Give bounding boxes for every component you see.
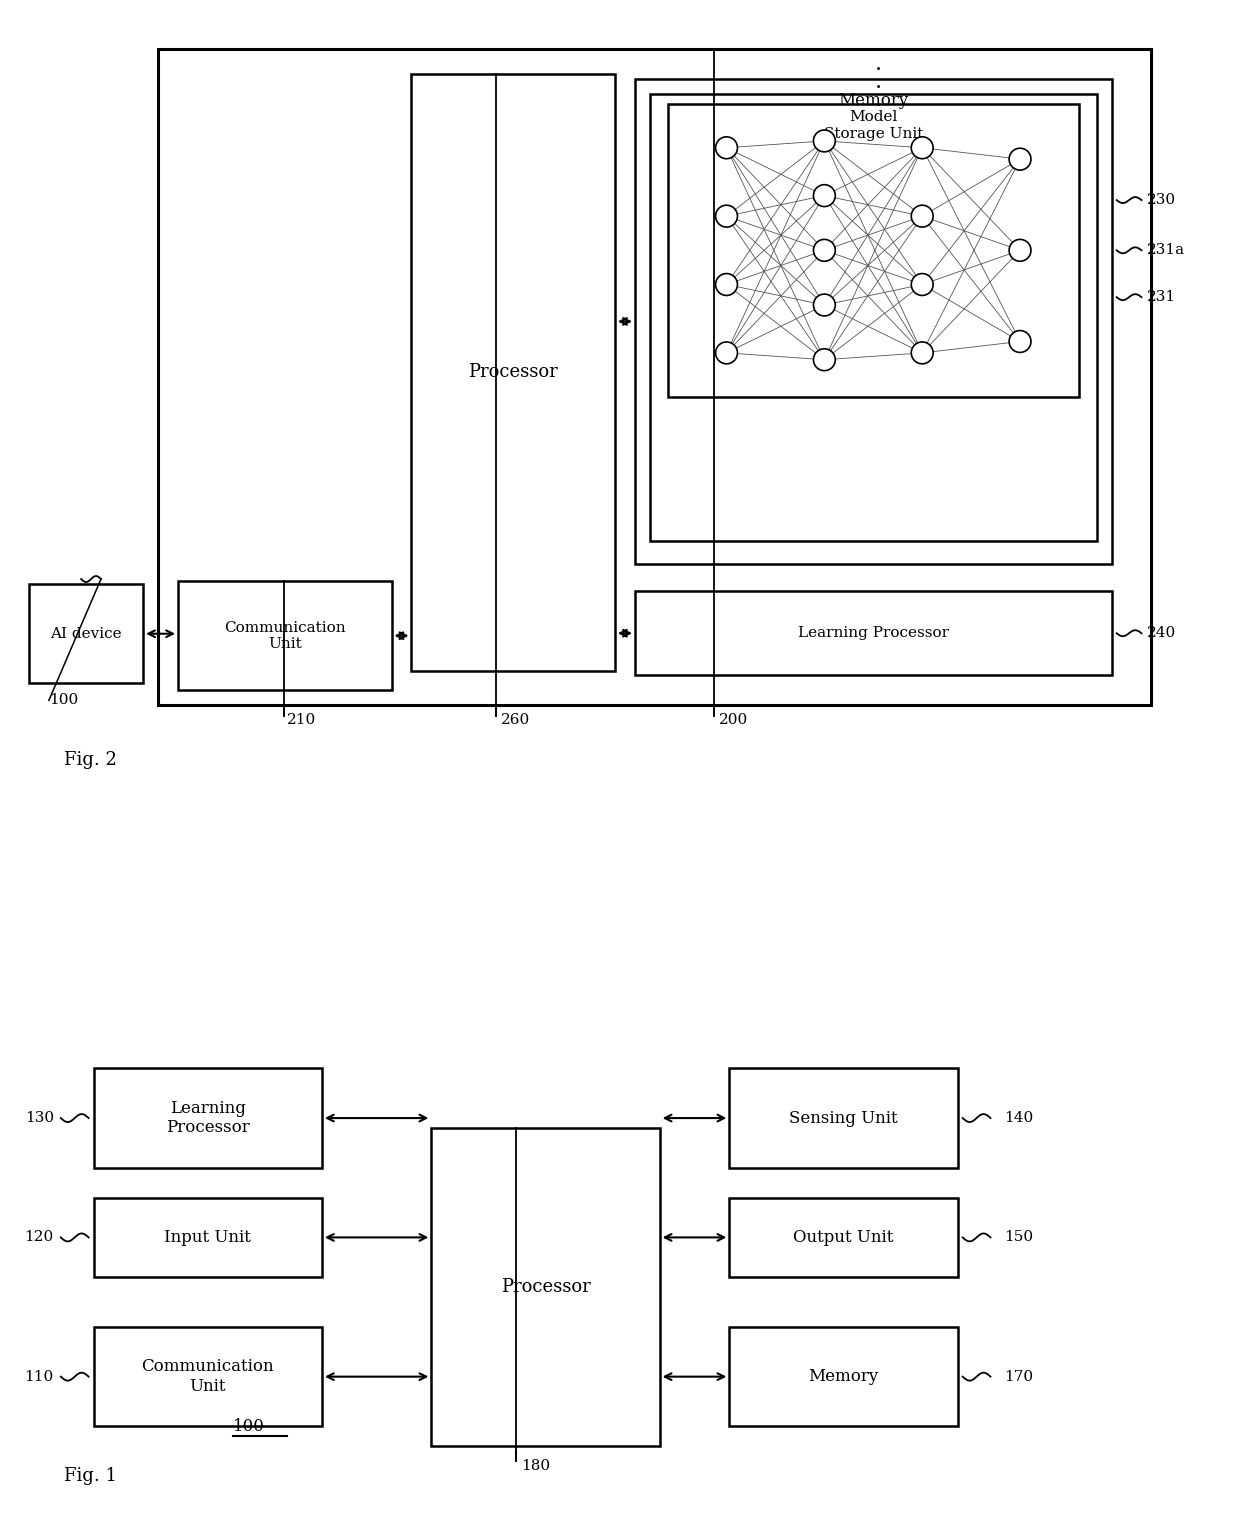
- Text: .: .: [874, 54, 882, 75]
- Bar: [729, 1068, 957, 1167]
- Text: Communication
Unit: Communication Unit: [224, 621, 346, 650]
- Circle shape: [715, 205, 738, 226]
- Text: 120: 120: [25, 1230, 53, 1244]
- Text: Sensing Unit: Sensing Unit: [789, 1109, 898, 1126]
- Bar: [729, 1327, 957, 1426]
- Text: Memory: Memory: [808, 1368, 879, 1385]
- Bar: [667, 104, 1079, 396]
- Text: Fig. 1: Fig. 1: [63, 1467, 117, 1486]
- Text: .: .: [874, 70, 882, 93]
- Text: Learning
Processor: Learning Processor: [166, 1100, 249, 1137]
- Text: 210: 210: [288, 713, 316, 727]
- Circle shape: [1009, 239, 1030, 262]
- Circle shape: [813, 239, 836, 262]
- Circle shape: [813, 130, 836, 151]
- Bar: [159, 49, 1152, 705]
- Circle shape: [911, 136, 934, 159]
- Text: Input Unit: Input Unit: [165, 1229, 252, 1245]
- Bar: [729, 1198, 957, 1278]
- Circle shape: [911, 341, 934, 364]
- Text: Learning Processor: Learning Processor: [797, 626, 949, 640]
- Text: 100: 100: [233, 1418, 264, 1435]
- Bar: [635, 78, 1112, 565]
- Bar: [93, 1198, 322, 1278]
- Text: 230: 230: [1147, 193, 1176, 207]
- Circle shape: [911, 205, 934, 226]
- Bar: [93, 1327, 322, 1426]
- Text: 130: 130: [25, 1111, 53, 1125]
- Text: 150: 150: [1004, 1230, 1033, 1244]
- Text: 200: 200: [719, 713, 749, 727]
- Text: 260: 260: [501, 713, 529, 727]
- Circle shape: [813, 349, 836, 370]
- Circle shape: [1009, 148, 1030, 170]
- Bar: [93, 1068, 322, 1167]
- Circle shape: [715, 136, 738, 159]
- Text: 180: 180: [521, 1460, 549, 1473]
- Text: 170: 170: [1004, 1369, 1033, 1383]
- Text: Model
Storage Unit: Model Storage Unit: [823, 110, 923, 141]
- Bar: [179, 581, 392, 690]
- Bar: [412, 73, 615, 670]
- Bar: [432, 1128, 660, 1446]
- Text: Fig. 2: Fig. 2: [63, 751, 117, 770]
- Text: 231: 231: [1147, 291, 1176, 304]
- Circle shape: [813, 294, 836, 317]
- Text: Processor: Processor: [469, 363, 558, 381]
- Circle shape: [911, 274, 934, 295]
- Text: 240: 240: [1147, 626, 1176, 640]
- Text: .: .: [874, 89, 882, 110]
- Text: Memory: Memory: [838, 92, 909, 109]
- Text: Communication
Unit: Communication Unit: [141, 1359, 274, 1395]
- Bar: [29, 584, 144, 684]
- Text: 231a: 231a: [1147, 243, 1184, 257]
- Circle shape: [715, 341, 738, 364]
- Text: Output Unit: Output Unit: [794, 1229, 894, 1245]
- Bar: [650, 93, 1096, 542]
- Text: 140: 140: [1004, 1111, 1034, 1125]
- Circle shape: [1009, 330, 1030, 352]
- Circle shape: [715, 274, 738, 295]
- Text: 110: 110: [25, 1369, 53, 1383]
- Text: AI device: AI device: [51, 627, 122, 641]
- Bar: [635, 591, 1112, 675]
- Text: 100: 100: [48, 693, 78, 707]
- Text: Processor: Processor: [501, 1278, 590, 1296]
- Circle shape: [813, 185, 836, 207]
